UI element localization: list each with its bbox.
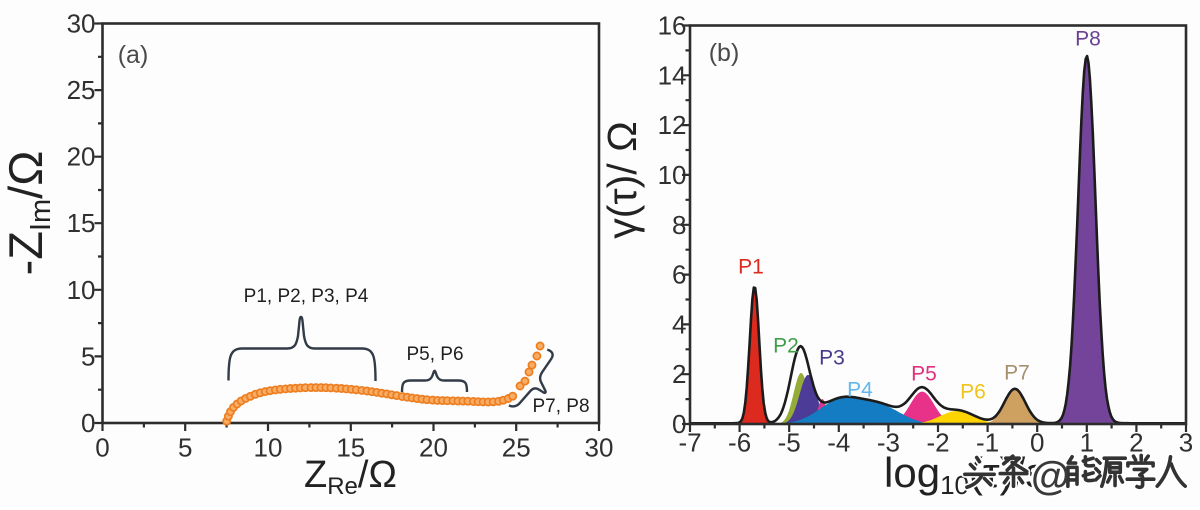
svg-text:(a): (a) <box>118 41 149 69</box>
svg-text:1: 1 <box>1080 427 1094 457</box>
svg-text:0: 0 <box>81 408 95 438</box>
svg-text:3: 3 <box>1179 427 1193 457</box>
svg-text:5: 5 <box>81 341 95 371</box>
svg-text:P6: P6 <box>960 381 986 404</box>
svg-text:10: 10 <box>254 432 283 462</box>
svg-text:0: 0 <box>1030 427 1044 457</box>
svg-text:10: 10 <box>67 275 96 305</box>
svg-text:6: 6 <box>672 260 686 290</box>
svg-text:25: 25 <box>502 432 531 462</box>
svg-text:30: 30 <box>67 9 96 39</box>
svg-text:15: 15 <box>67 208 96 238</box>
svg-text:P2: P2 <box>773 335 799 358</box>
svg-text:@: @ <box>1031 454 1070 498</box>
svg-text:2: 2 <box>672 359 686 389</box>
svg-text:-6: -6 <box>728 427 751 457</box>
svg-text:P7: P7 <box>1004 362 1030 385</box>
svg-text:2: 2 <box>1129 427 1143 457</box>
svg-text:-3: -3 <box>877 427 900 457</box>
svg-text:-ZIm/Ω: -ZIm/Ω <box>0 151 57 276</box>
svg-text:12: 12 <box>658 110 687 140</box>
svg-text:-4: -4 <box>827 427 850 457</box>
svg-text:-2: -2 <box>926 427 949 457</box>
svg-text:-1: -1 <box>976 427 999 457</box>
svg-text:-7: -7 <box>678 427 701 457</box>
svg-text:@: @ <box>1031 454 1070 498</box>
svg-text:P5, P6: P5, P6 <box>406 344 463 365</box>
svg-text:14: 14 <box>658 60 687 90</box>
svg-text:P1: P1 <box>738 256 764 279</box>
svg-text:γ(τ)/ Ω: γ(τ)/ Ω <box>599 121 645 238</box>
svg-text:P3: P3 <box>819 347 845 370</box>
svg-text:P1, P2, P3, P4: P1, P2, P3, P4 <box>244 286 369 307</box>
svg-text:-5: -5 <box>778 427 801 457</box>
svg-text:0: 0 <box>672 409 686 439</box>
svg-text:30: 30 <box>585 432 614 462</box>
svg-text:10: 10 <box>658 160 687 190</box>
svg-text:15: 15 <box>336 432 365 462</box>
svg-text:(b): (b) <box>709 39 740 67</box>
svg-text:P5: P5 <box>911 363 937 386</box>
svg-text:20: 20 <box>419 432 448 462</box>
svg-text:16: 16 <box>658 11 687 41</box>
svg-text:20: 20 <box>67 142 96 172</box>
svg-text:8: 8 <box>672 210 686 240</box>
svg-text:P4: P4 <box>847 379 873 402</box>
svg-text:0: 0 <box>95 432 109 462</box>
svg-text:P7, P8: P7, P8 <box>532 396 589 417</box>
svg-text:25: 25 <box>67 75 96 105</box>
svg-text:4: 4 <box>672 309 686 339</box>
svg-text:P8: P8 <box>1075 28 1101 51</box>
svg-text:5: 5 <box>178 432 192 462</box>
